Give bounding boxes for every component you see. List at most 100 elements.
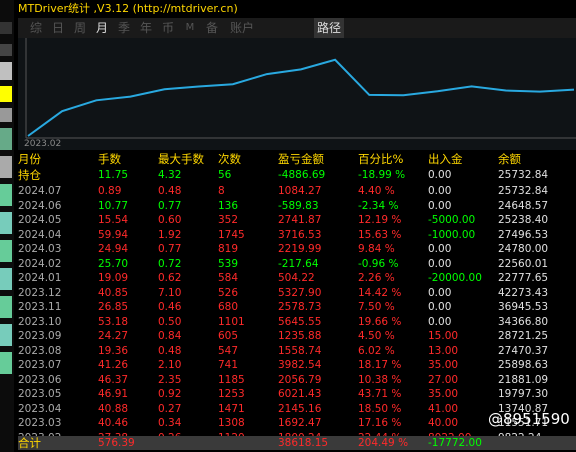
table-cell: 手数 [98,152,121,166]
equity-chart-svg [25,38,576,139]
table-cell: -18.99 % [358,169,406,181]
tab-m[interactable]: M [185,22,195,33]
table-cell: 11551.71 [498,417,549,429]
table-cell: 1101 [218,315,245,328]
table-cell: 38618.15 [278,437,329,449]
table-cell: 1692.47 [278,417,322,429]
tab-week[interactable]: 周 [73,21,86,35]
table-cell: 21881.09 [498,373,549,386]
table-cell: 18.50 % [358,402,402,415]
table-cell: 27496.53 [498,228,549,241]
equity-chart [18,38,576,150]
table-row[interactable]: 2023.10 53.18 0.50 1101 5645.55 19.66 % 0.00 34… [18,315,576,329]
table-cell: 34366.80 [498,315,549,328]
table-row[interactable]: 2023.12 40.85 7.10 526 5327.90 14.42 % 0.00 422… [18,286,576,300]
table-row[interactable]: 2024.06 10.77 0.77 136 -589.83 -2.34 % 0.00 246… [18,199,576,213]
table-cell: 0.00 [428,301,452,313]
table-cell: 2056.79 [278,373,322,386]
left-panel-box [0,296,12,318]
table-row[interactable]: 2024.03 24.94 0.77 819 2219.99 9.84 % 0.00 2478… [18,242,576,256]
table-row[interactable]: 2024.05 15.54 0.60 352 2741.87 12.19 % -5000.0… [18,213,576,227]
table-cell: 1471 [218,402,245,415]
app-title: MTDriver统计 ,V3.12 (http://mtdriver.cn) [18,2,238,15]
table-cell: -4886.69 [278,169,326,181]
tab-currency[interactable]: 币 [161,21,174,35]
tab-year[interactable]: 年 [139,21,152,35]
table-row[interactable]: 2024.01 19.09 0.62 584 504.22 2.26 % -20000.00… [18,271,576,285]
table-cell: 1558.74 [278,344,322,357]
table-cell: 4.50 % [358,330,395,342]
left-panel-box [0,352,12,374]
table-cell: 0.46 [158,301,182,313]
left-panel-box [0,268,12,290]
table-cell: 22560.01 [498,257,549,270]
table-cell: 0.48 [158,185,182,197]
table-cell: 0.92 [158,388,182,400]
table-cell: 2024.05 [18,214,62,226]
table-row[interactable]: 2023.07 41.26 2.10 741 3982.54 18.17 % 35.00 25… [18,358,576,372]
table-row[interactable]: 2024.04 59.94 1.92 1745 3716.53 15.63 % -1000.… [18,228,576,242]
table-row[interactable]: 2023.09 24.27 0.84 605 1235.88 4.50 % 15.00 287… [18,329,576,343]
tab-backup[interactable]: 备 [205,21,218,35]
table-cell: 合计 [18,436,41,450]
table-row[interactable]: 2023.11 26.85 0.46 680 2578.73 7.50 % 0.00 3694… [18,300,576,314]
left-panel-box [0,240,12,262]
table-cell: 2024.02 [18,257,62,270]
table-cell: 680 [218,301,239,313]
table-cell: 27.00 [428,373,459,386]
table-row[interactable]: 2023.03 40.46 0.34 1308 1692.47 17.16 % 40.00 1… [18,416,576,430]
table-cell: 25238.40 [498,214,549,226]
tab-account[interactable]: 账户 [229,21,254,35]
holding-row[interactable]: 持仓 11.75 4.32 56 -4886.69 -18.99 % 0.00 25732.8… [18,168,576,182]
table-cell: 25732.84 [498,185,549,197]
table-row[interactable]: 2023.05 46.91 0.92 1253 6021.43 43.71 % 35.00 1… [18,387,576,401]
table-cell: 0.48 [158,344,182,357]
table-cell: 19797.30 [498,388,549,400]
equity-line [27,58,575,137]
table-cell: 13740.87 [498,402,549,415]
table-row[interactable]: 2023.04 40.88 0.27 1471 2145.16 18.50 % 41.00 1… [18,402,576,416]
tab-day[interactable]: 日 [51,21,64,35]
table-cell: 9.84 % [358,243,395,255]
table-cell: 3716.53 [278,228,322,241]
table-cell: 25.70 [98,257,129,270]
table-cell: 2.26 % [358,272,395,284]
table-cell: -589.83 [278,199,319,212]
table-cell: 24.27 [98,330,129,342]
table-cell: 40.88 [98,402,129,415]
table-cell: -5000.00 [428,214,476,226]
tab-summary[interactable]: 综 [29,21,42,35]
table-row[interactable]: 2023.06 46.37 2.35 1185 2056.79 10.38 % 27.00 2… [18,373,576,387]
left-panel-box [0,324,12,346]
table-row[interactable]: 2024.02 25.70 0.72 539 -217.64 -0.96 % 0.00 225… [18,257,576,271]
table-cell: 0.00 [428,199,452,212]
table-cell: 1185 [218,373,245,386]
left-panel-box [0,62,12,80]
table-cell: 584 [218,272,239,284]
table-cell: 百分比% [358,152,404,166]
watermark: @8951590 [488,410,570,428]
table-cell: 7.50 % [358,301,395,313]
table-cell: 2023.04 [18,402,62,415]
table-cell: 24780.00 [498,243,549,255]
total-row[interactable]: 合计 576.39 38618.15 204.49 % -17772.00 [18,436,576,450]
table-cell: 136 [218,199,239,212]
tab-month[interactable]: 月 [95,21,108,35]
left-panel-box [0,86,12,102]
table-cell: -1000.00 [428,228,476,241]
table-cell: -20000.00 [428,272,482,284]
chart-x-start-label: 2023.02 [24,139,62,149]
table-cell: 15.54 [98,214,129,226]
table-row[interactable]: 2024.07 0.89 0.48 8 1084.27 4.40 % 0.00 25732.8… [18,184,576,198]
table-header[interactable]: 月份 手数 最大手数 次数 盈亏金额 百分比% 出入金 余额 [18,152,576,166]
table-cell: 15.63 % [358,228,402,241]
tab-path[interactable]: 路径 [314,18,345,38]
tab-quarter[interactable]: 季 [117,21,130,35]
table-cell: 最大手数 [158,152,204,166]
table-cell: 43.71 % [358,388,402,400]
table-cell: 2023.09 [18,330,62,342]
table-cell: 59.94 [98,228,129,241]
table-cell: -0.96 % [358,257,399,270]
table-cell: 35.00 [428,388,459,400]
table-row[interactable]: 2023.08 19.36 0.48 547 1558.74 6.02 % 13.00 274… [18,344,576,358]
